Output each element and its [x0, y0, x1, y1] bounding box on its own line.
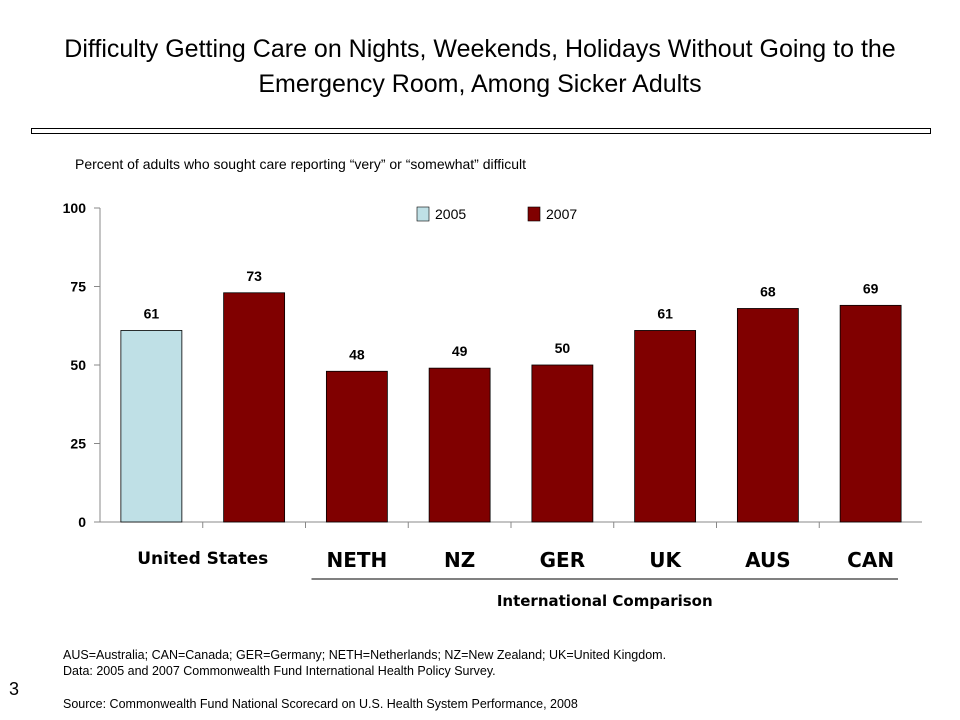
abbreviations-note: AUS=Australia; CAN=Canada; GER=Germany; … [63, 648, 667, 662]
title-divider [31, 128, 931, 134]
group-label-uk: UK [649, 548, 682, 572]
chart-title: Difficulty Getting Care on Nights, Weeke… [64, 35, 896, 98]
bar-2007 [325, 370, 388, 523]
bar-2005 [120, 330, 183, 523]
group-label-aus: AUS [745, 548, 791, 572]
data-label: 61 [657, 305, 673, 321]
bar-2007 [736, 308, 799, 523]
y-tick-label: 25 [70, 436, 86, 452]
data-label: 73 [246, 268, 262, 284]
bar-2007 [428, 367, 491, 523]
group-label-neth: NETH [326, 548, 387, 572]
international-comparison-caption: International Comparison [497, 592, 713, 610]
bar-2007 [839, 304, 902, 523]
data-note: Data: 2005 and 2007 Commonwealth Fund In… [63, 664, 496, 678]
data-label: 61 [144, 305, 160, 321]
bar-2007 [634, 330, 697, 523]
group-label-united-states: United States [137, 549, 268, 569]
legend-swatch-2007 [527, 206, 541, 222]
legend-label-2005: 2005 [435, 206, 466, 222]
data-label: 49 [452, 343, 468, 359]
group-label-nz: NZ [444, 548, 475, 572]
footnote: AUS=Australia; CAN=Canada; GER=Germany; … [63, 647, 666, 679]
legend-label-2007: 2007 [546, 206, 577, 222]
data-label: 48 [349, 346, 365, 362]
data-label: 50 [555, 340, 571, 356]
group-label-can: CAN [847, 548, 894, 572]
y-tick-label: 50 [70, 357, 86, 373]
legend-swatch-2005 [416, 206, 430, 222]
data-label: 69 [863, 280, 879, 296]
source-note: Source: Commonwealth Fund National Score… [63, 697, 578, 711]
y-tick-label: 100 [63, 200, 87, 216]
slide-number: 3 [9, 679, 20, 699]
bar-2007 [531, 364, 594, 523]
chart-subtitle: Percent of adults who sought care report… [75, 156, 527, 172]
bar-2007 [223, 292, 286, 523]
y-tick-label: 75 [70, 279, 86, 295]
group-label-ger: GER [540, 548, 585, 572]
data-label: 68 [760, 283, 776, 299]
y-tick-label: 0 [78, 514, 86, 530]
